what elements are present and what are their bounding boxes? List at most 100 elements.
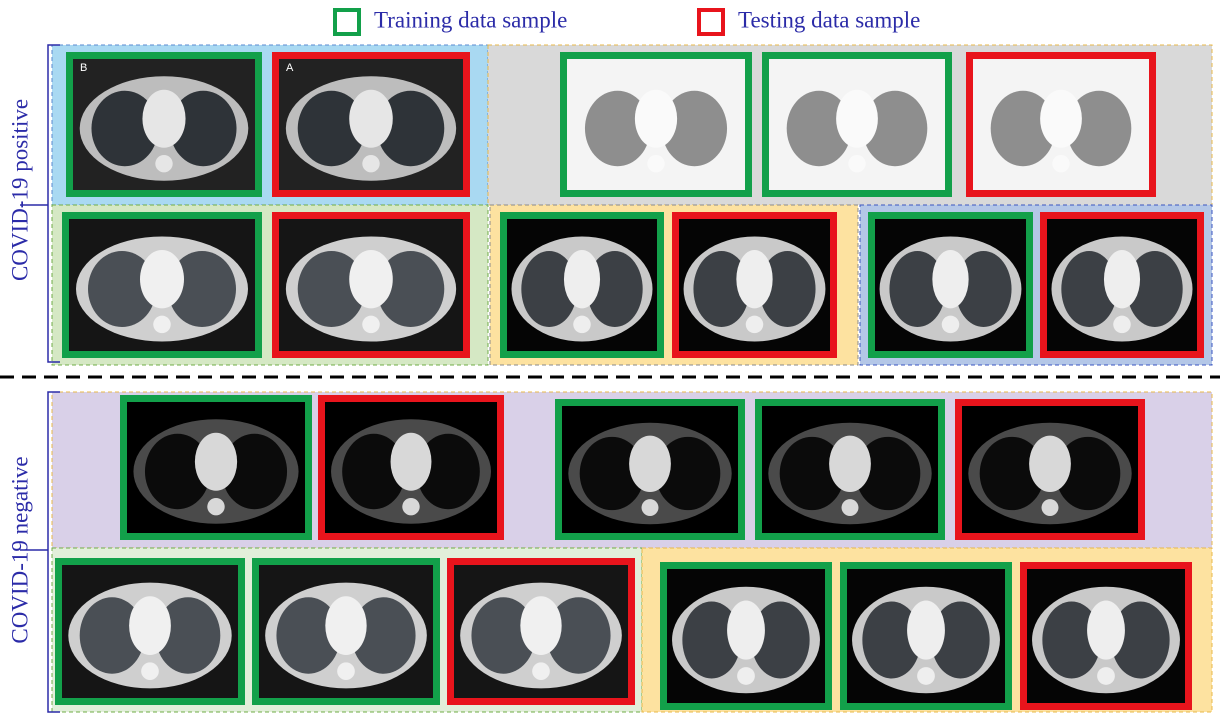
image-border	[555, 399, 745, 540]
image-border	[500, 212, 664, 358]
ct-mediastinum	[520, 596, 562, 656]
image-border	[762, 52, 952, 197]
ct-spine	[573, 315, 591, 334]
image-tag: B	[80, 62, 87, 74]
ct-lung	[169, 90, 237, 167]
ct-mediastinum	[325, 596, 367, 656]
ct-mediastinum	[390, 432, 432, 491]
ct-spine	[1097, 667, 1115, 685]
ct-spine	[941, 315, 960, 334]
ct-lung	[1061, 251, 1118, 327]
image-border	[447, 558, 635, 705]
ct-spine	[917, 667, 935, 685]
ct-lung	[1126, 251, 1183, 327]
ct-spine	[207, 497, 225, 516]
ct-image	[500, 212, 664, 358]
image-tag: A	[286, 62, 294, 74]
ct-image	[447, 558, 635, 705]
ct-spine	[532, 662, 550, 681]
ct-lung	[91, 90, 159, 167]
ct-image: B	[66, 52, 262, 197]
group-label: COVID-19 negative	[7, 456, 32, 643]
ct-spine	[848, 154, 866, 173]
ct-image	[1020, 562, 1192, 710]
ct-spine	[1041, 499, 1059, 517]
ct-image	[755, 399, 945, 540]
image-border	[660, 562, 832, 710]
ct-mediastinum	[829, 435, 871, 493]
ct-mediastinum	[563, 249, 601, 309]
ct-mediastinum	[1103, 249, 1141, 309]
ct-image	[840, 562, 1012, 710]
image-border	[840, 562, 1012, 710]
ct-image	[272, 212, 470, 358]
ct-lung	[862, 601, 921, 679]
ct-lung	[862, 90, 928, 167]
ct-spine	[153, 315, 171, 334]
image-border	[62, 212, 262, 358]
ct-image	[966, 52, 1156, 197]
ct-lung	[955, 251, 1012, 327]
ct-lung	[586, 251, 643, 327]
ct-lung	[751, 601, 810, 679]
image-border	[120, 395, 312, 540]
ct-mediastinum	[727, 600, 765, 660]
ct-image	[955, 399, 1145, 540]
ct-lung	[979, 436, 1045, 511]
ct-lung	[1111, 601, 1170, 679]
image-border	[1040, 212, 1204, 358]
ct-image	[318, 395, 504, 540]
ct-spine	[1113, 315, 1131, 334]
ct-lung	[297, 251, 366, 327]
group-label: COVID-19 positive	[7, 99, 32, 281]
ct-spine	[155, 154, 173, 173]
ct-lung	[221, 433, 288, 510]
ct-lung	[168, 251, 236, 327]
ct-spine	[1052, 154, 1070, 173]
ct-lung	[931, 601, 990, 679]
ct-spine	[141, 662, 159, 681]
ct-image	[55, 558, 245, 705]
ct-lung	[276, 597, 341, 674]
ct-image	[120, 395, 312, 540]
legend-testing-label: Testing data sample	[738, 7, 920, 32]
image-border	[55, 558, 245, 705]
ct-lung	[584, 90, 651, 167]
ct-mediastinum	[736, 249, 773, 309]
bracket	[20, 391, 60, 713]
image-border	[252, 558, 440, 705]
ct-mediastinum	[836, 89, 878, 148]
bracket	[20, 44, 60, 363]
ct-mediastinum	[634, 89, 678, 148]
ct-image	[252, 558, 440, 705]
legend-training-swatch	[333, 8, 361, 36]
ct-mediastinum	[629, 435, 671, 493]
ct-mediastinum	[1029, 435, 1071, 493]
ct-lung	[1066, 90, 1132, 167]
ct-spine	[737, 667, 755, 685]
ct-lung	[682, 601, 741, 679]
ct-lung	[342, 433, 406, 510]
ct-lung	[1055, 436, 1121, 511]
ct-image	[762, 52, 952, 197]
ct-lung	[376, 251, 445, 327]
ct-mediastinum	[194, 432, 238, 491]
ct-lung	[416, 433, 480, 510]
ct-mediastinum	[349, 249, 393, 309]
legend-training-label: Training data sample	[374, 7, 567, 32]
ct-mediastinum	[140, 249, 184, 309]
ct-spine	[362, 154, 380, 173]
ct-lung	[521, 251, 578, 327]
image-border	[966, 52, 1156, 197]
ct-lung	[786, 90, 852, 167]
ct-spine	[647, 154, 665, 173]
ct-mediastinum	[142, 89, 186, 148]
image-border	[66, 52, 262, 197]
ct-lung	[155, 597, 221, 674]
image-border	[272, 52, 470, 197]
ct-image	[868, 212, 1033, 358]
ct-spine	[745, 315, 764, 334]
ct-lung	[144, 433, 211, 510]
ct-lung	[779, 436, 845, 511]
